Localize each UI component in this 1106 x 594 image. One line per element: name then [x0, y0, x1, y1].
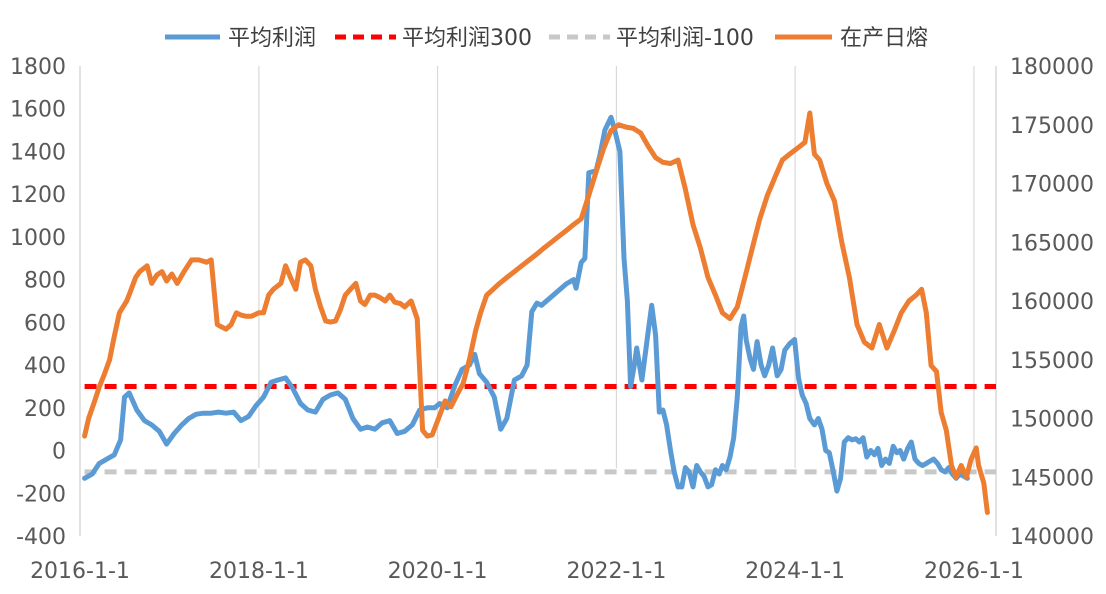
right-tick-label: 145000 — [1010, 466, 1094, 491]
legend-label-avg-profit-minus-100: 平均利润-100 — [616, 26, 754, 51]
left-tick-label: 1400 — [10, 140, 66, 165]
legend-item-avg-profit-minus-100: 平均利润-100 — [549, 26, 754, 51]
x-tick-label: 2022-1-1 — [567, 559, 667, 584]
right-tick-label: 140000 — [1010, 525, 1094, 550]
left-tick-label: -400 — [16, 525, 66, 550]
legend: 平均利润 平均利润300 平均利润-100 在产日熔 — [165, 26, 928, 51]
right-tick-label: 180000 — [1010, 55, 1094, 80]
left-tick-label: 200 — [24, 397, 66, 422]
x-axis-tick-labels: 2016-1-1 2018-1-1 2020-1-1 2022-1-1 2024-1-1… — [30, 559, 1024, 584]
right-tick-label: 170000 — [1010, 173, 1094, 198]
left-tick-label: 0 — [52, 440, 66, 465]
legend-label-avg-profit-300: 平均利润300 — [402, 26, 532, 51]
x-tick-label: 2024-1-1 — [745, 559, 845, 584]
right-tick-label: 155000 — [1010, 349, 1094, 374]
legend-label-avg-profit: 平均利润 — [228, 26, 316, 51]
x-tick-label: 2020-1-1 — [388, 559, 488, 584]
x-tick-label: 2018-1-1 — [209, 559, 309, 584]
series-lines — [82, 110, 996, 515]
legend-item-avg-profit: 平均利润 — [165, 26, 316, 51]
legend-item-daily-melt: 在产日熔 — [775, 26, 928, 51]
left-tick-label: 1200 — [10, 183, 66, 208]
axes: -400 -200 0 200 400 600 800 1000 1200 1400 1600 180… — [10, 55, 1094, 584]
right-axis-tick-labels: 140000 145000 150000 155000 160000 165000 1700… — [1010, 55, 1094, 550]
left-tick-label: 1000 — [10, 226, 66, 251]
x-tick-label: 2026-1-1 — [924, 559, 1024, 584]
left-axis-tick-labels: -400 -200 0 200 400 600 800 1000 1200 1400 1600 180… — [10, 55, 66, 550]
right-tick-label: 150000 — [1010, 408, 1094, 433]
series-avg-profit — [82, 114, 970, 494]
right-tick-label: 160000 — [1010, 290, 1094, 315]
right-tick-label: 165000 — [1010, 231, 1094, 256]
left-tick-label: 800 — [24, 269, 66, 294]
legend-item-avg-profit-300: 平均利润300 — [335, 26, 532, 51]
right-tick-label: 175000 — [1010, 114, 1094, 139]
left-tick-label: 400 — [24, 354, 66, 379]
x-tick-label: 2016-1-1 — [30, 559, 130, 584]
left-tick-label: 1600 — [10, 98, 66, 123]
left-tick-label: -200 — [16, 482, 66, 507]
left-tick-label: 1800 — [10, 55, 66, 80]
legend-label-daily-melt: 在产日熔 — [840, 26, 928, 51]
series-daily-melt — [82, 110, 990, 515]
left-tick-label: 600 — [24, 311, 66, 336]
